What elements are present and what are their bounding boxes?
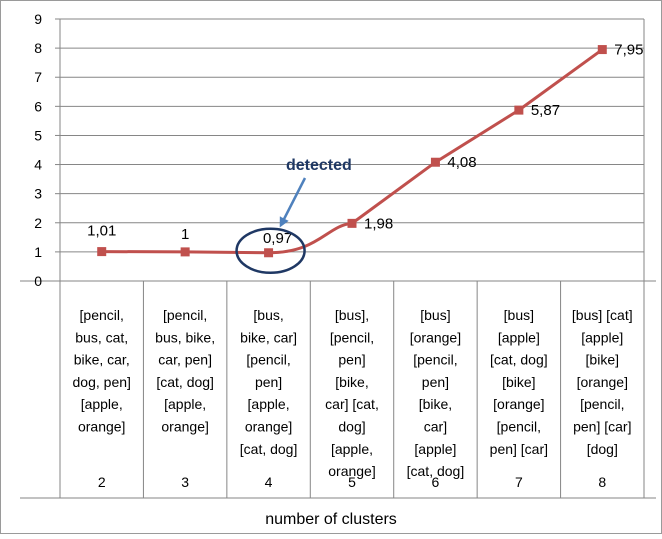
y-tick-label: 3 <box>34 186 42 202</box>
cluster-label: [apple, <box>164 396 206 412</box>
cluster-label: dog, pen] <box>73 374 131 390</box>
cluster-label: [bus] <box>420 307 450 323</box>
cluster-label: bus, bike, <box>155 329 215 345</box>
cluster-label: [bike] <box>502 374 535 390</box>
cluster-label: orange] <box>328 463 375 479</box>
y-tick-label: 4 <box>34 157 42 173</box>
cluster-label: bike, car, <box>74 352 130 368</box>
data-label: 1 <box>181 226 189 243</box>
cluster-label: [orange] <box>410 329 461 345</box>
cluster-label: pen] [car] <box>573 419 631 435</box>
cluster-label: [bus] <box>504 307 534 323</box>
x-tick-label: 2 <box>98 474 106 490</box>
cluster-label: [orange] <box>577 374 628 390</box>
data-label: 1,98 <box>364 215 393 232</box>
y-tick-label: 7 <box>34 69 42 85</box>
cluster-label: [bike] <box>586 352 619 368</box>
cluster-label: bike, car] <box>240 329 297 345</box>
annotation-arrow <box>279 177 307 228</box>
data-label: 0,97 <box>263 230 292 247</box>
cluster-label: [pencil, <box>80 307 124 323</box>
cluster-label: [bike, <box>335 374 368 390</box>
cluster-label: car] [cat, <box>325 396 379 412</box>
cluster-label: [cat, dog] <box>240 441 298 457</box>
cluster-label: [pencil, <box>580 396 624 412</box>
data-label: 7,95 <box>614 42 643 59</box>
cluster-label: [apple] <box>414 441 456 457</box>
x-tick-label: 4 <box>265 474 273 490</box>
data-point <box>597 45 607 55</box>
cluster-label: [apple, <box>331 441 373 457</box>
data-label: 4,08 <box>447 154 476 171</box>
y-tick-label: 5 <box>34 127 42 143</box>
cluster-label: orange] <box>161 419 208 435</box>
cluster-label: orange] <box>78 419 125 435</box>
cluster-label: orange] <box>245 419 292 435</box>
cluster-label: pen] <box>422 374 449 390</box>
cluster-label: [pencil, <box>163 307 207 323</box>
series <box>97 45 607 258</box>
cluster-label: dog] <box>338 419 365 435</box>
data-point <box>514 105 524 115</box>
category-table: [pencil, bus, cat, bike, car, dog, pen] [app… <box>20 280 656 499</box>
x-tick-label: 6 <box>432 474 440 490</box>
cluster-label: [apple, <box>248 396 290 412</box>
cluster-label: [orange] <box>493 396 544 412</box>
cluster-label: [pencil, <box>413 352 457 368</box>
cluster-label: [bus], <box>335 307 369 323</box>
annotation-text: detected <box>286 157 352 174</box>
y-tick-label: 8 <box>34 40 42 56</box>
cluster-label: [bus, <box>253 307 283 323</box>
x-tick-label: 5 <box>348 474 356 490</box>
x-tick-label: 7 <box>515 474 523 490</box>
cluster-label: [bus] [cat] <box>572 307 633 323</box>
y-tick-label: 2 <box>34 215 42 231</box>
x-axis-title: number of clusters <box>265 511 397 528</box>
cluster-label: pen] [car] <box>490 441 548 457</box>
detected-ellipse <box>235 227 306 275</box>
data-point <box>430 157 440 167</box>
data-label: 1,01 <box>87 223 116 240</box>
cluster-label: pen] <box>255 374 282 390</box>
data-label: 5,87 <box>531 102 560 119</box>
x-tick-label: 8 <box>598 474 606 490</box>
y-tick-label: 6 <box>34 98 42 114</box>
cluster-label: car] <box>424 419 447 435</box>
data-point <box>264 248 274 258</box>
data-labels: 1,01 1 0,97 1,98 4,08 5,87 7,95 <box>87 42 643 247</box>
cluster-label: [cat, dog] <box>407 463 465 479</box>
cluster-label: pen] <box>338 352 365 368</box>
y-tick-label: 9 <box>34 11 42 27</box>
cluster-label: [pencil, <box>497 419 541 435</box>
y-tick-label: 1 <box>34 244 42 260</box>
y-axis: 0 1 2 3 4 5 6 7 8 9 <box>34 11 645 289</box>
cluster-label: [dog] <box>587 441 618 457</box>
y-tick-label: 0 <box>34 273 42 289</box>
x-tick-label: 3 <box>181 474 189 490</box>
cluster-label: car, pen] <box>158 352 212 368</box>
cluster-label: [apple, <box>81 396 123 412</box>
cluster-label: bus, cat, <box>75 329 128 345</box>
cluster-label: [pencil, <box>330 329 374 345</box>
cluster-label: [apple] <box>581 329 623 345</box>
cluster-label: [bike, <box>419 396 452 412</box>
cluster-label: [cat, dog] <box>156 374 214 390</box>
annotation: detected <box>235 157 352 275</box>
cluster-label: [pencil, <box>246 352 290 368</box>
data-point <box>180 247 190 257</box>
data-point <box>347 218 357 228</box>
cluster-label: [cat, dog] <box>490 352 548 368</box>
data-point <box>97 247 107 257</box>
cluster-label: [apple] <box>498 329 540 345</box>
